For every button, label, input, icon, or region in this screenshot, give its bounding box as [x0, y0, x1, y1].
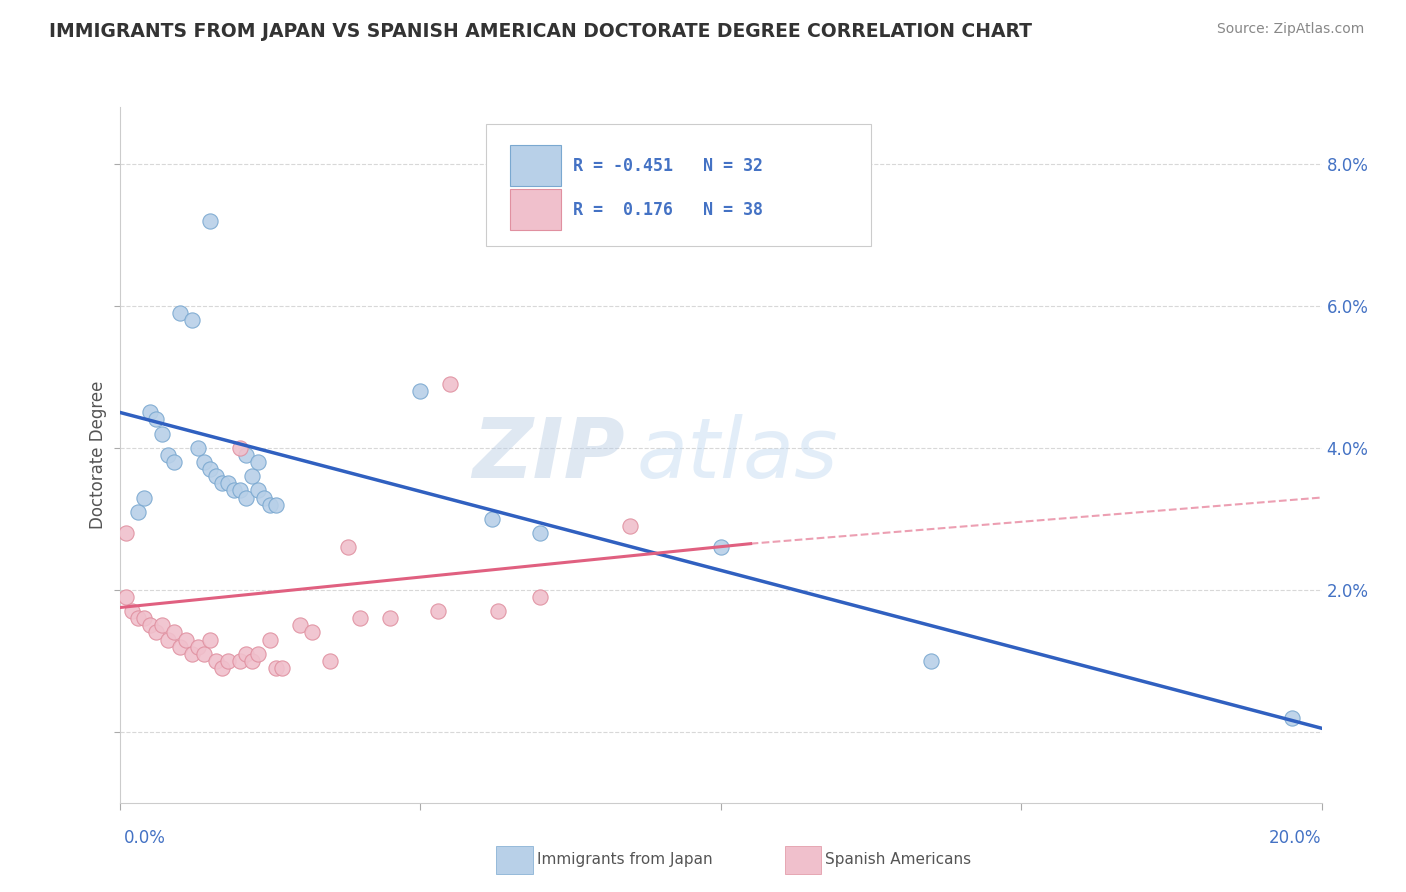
Point — [187, 441, 209, 455]
Point — [709, 540, 731, 554]
Point — [138, 618, 160, 632]
Point — [169, 306, 191, 320]
Point — [439, 376, 461, 391]
Point — [174, 632, 197, 647]
Text: 20.0%: 20.0% — [1270, 829, 1322, 847]
Point — [211, 476, 233, 491]
Text: R = -0.451   N = 32: R = -0.451 N = 32 — [572, 157, 762, 175]
Point — [138, 405, 160, 419]
Point — [132, 611, 155, 625]
Point — [150, 618, 173, 632]
Point — [246, 647, 269, 661]
Point — [187, 640, 209, 654]
Point — [235, 647, 257, 661]
Point — [228, 441, 252, 455]
Text: Immigrants from Japan: Immigrants from Japan — [537, 853, 713, 867]
Point — [259, 498, 281, 512]
Point — [253, 491, 276, 505]
FancyBboxPatch shape — [486, 124, 870, 246]
Point — [162, 625, 184, 640]
Point — [204, 654, 226, 668]
Text: Spanish Americans: Spanish Americans — [825, 853, 972, 867]
Text: ZIP: ZIP — [472, 415, 624, 495]
Point — [409, 384, 432, 398]
Point — [162, 455, 184, 469]
Point — [114, 526, 136, 541]
Text: IMMIGRANTS FROM JAPAN VS SPANISH AMERICAN DOCTORATE DEGREE CORRELATION CHART: IMMIGRANTS FROM JAPAN VS SPANISH AMERICA… — [49, 22, 1032, 41]
Point — [132, 491, 155, 505]
Text: 0.0%: 0.0% — [124, 829, 166, 847]
Point — [169, 640, 191, 654]
Point — [319, 654, 342, 668]
Point — [127, 611, 149, 625]
Point — [349, 611, 371, 625]
Point — [114, 590, 136, 604]
Point — [156, 448, 179, 462]
Point — [193, 455, 215, 469]
Point — [127, 505, 149, 519]
Point — [920, 654, 942, 668]
Point — [486, 604, 509, 618]
Point — [301, 625, 323, 640]
Point — [198, 632, 221, 647]
Point — [228, 654, 252, 668]
Point — [211, 661, 233, 675]
Point — [529, 526, 551, 541]
Point — [288, 618, 311, 632]
Point — [235, 448, 257, 462]
Point — [235, 491, 257, 505]
Text: atlas: atlas — [637, 415, 838, 495]
Point — [156, 632, 179, 647]
Point — [259, 632, 281, 647]
Y-axis label: Doctorate Degree: Doctorate Degree — [89, 381, 107, 529]
Point — [180, 647, 202, 661]
Point — [427, 604, 450, 618]
Point — [336, 540, 359, 554]
Point — [222, 483, 245, 498]
Point — [264, 661, 287, 675]
Point — [217, 476, 239, 491]
Point — [270, 661, 292, 675]
Point — [193, 647, 215, 661]
Point — [481, 512, 503, 526]
Point — [198, 462, 221, 476]
Point — [264, 498, 287, 512]
Point — [228, 483, 252, 498]
Point — [150, 426, 173, 441]
Point — [145, 412, 167, 426]
Point — [121, 604, 143, 618]
Text: Source: ZipAtlas.com: Source: ZipAtlas.com — [1216, 22, 1364, 37]
Point — [246, 455, 269, 469]
Point — [619, 519, 641, 533]
Point — [217, 654, 239, 668]
Point — [529, 590, 551, 604]
Point — [1281, 710, 1303, 724]
Point — [180, 313, 202, 327]
Point — [240, 469, 263, 483]
FancyBboxPatch shape — [510, 189, 561, 230]
Point — [198, 213, 221, 227]
Point — [204, 469, 226, 483]
Text: R =  0.176   N = 38: R = 0.176 N = 38 — [572, 201, 762, 219]
Point — [240, 654, 263, 668]
Point — [246, 483, 269, 498]
Point — [378, 611, 401, 625]
Point — [145, 625, 167, 640]
FancyBboxPatch shape — [510, 145, 561, 186]
